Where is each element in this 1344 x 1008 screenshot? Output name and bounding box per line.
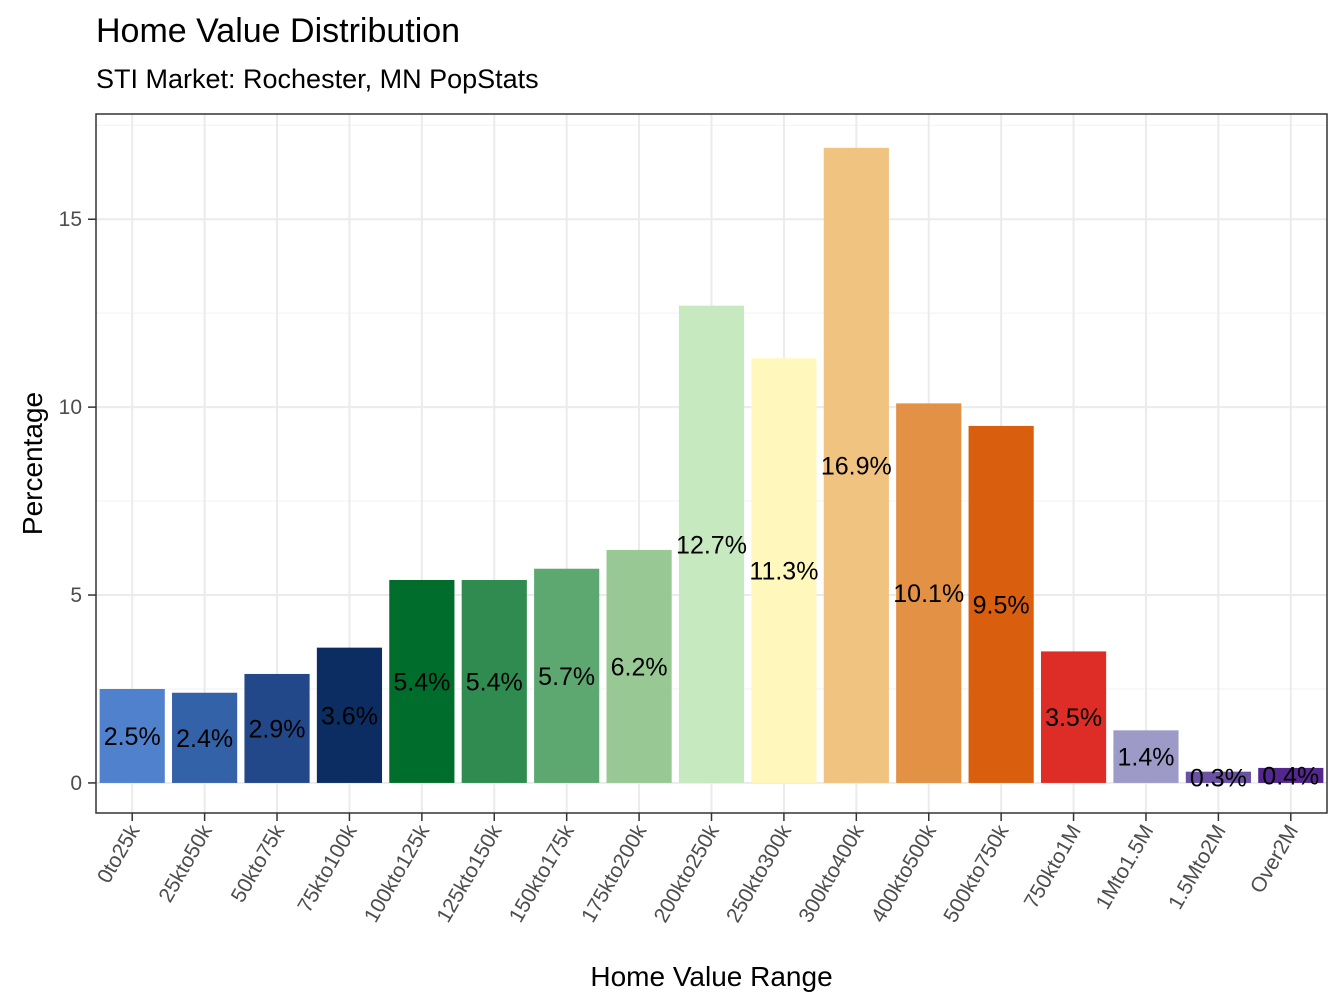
- bar-75kto100k: [316, 647, 383, 783]
- x-tick-label-50kto75k: 50kto75k: [227, 821, 290, 907]
- bar-label-Over2M: 0.4%: [1262, 762, 1319, 790]
- bar-label-400kto500k: 10.1%: [893, 580, 964, 608]
- x-tick-label-1.5Mto2M: 1.5Mto2M: [1164, 821, 1231, 913]
- x-tick-label-300kto400k: 300kto400k: [794, 821, 868, 927]
- bar-25kto50k: [172, 692, 238, 783]
- chart-subtitle: STI Market: Rochester, MN PopStats: [96, 64, 539, 94]
- bar-label-500kto750k: 9.5%: [973, 591, 1030, 619]
- x-tick-label-Over2M: Over2M: [1246, 821, 1303, 897]
- x-tick-label-150kto175k: 150kto175k: [505, 821, 579, 927]
- y-tick-label: 10: [59, 396, 82, 419]
- y-tick-label: 15: [59, 208, 82, 231]
- chart-title: Home Value Distribution: [96, 12, 461, 50]
- bar-150kto175k: [534, 568, 600, 783]
- bar-label-175kto200k: 6.2%: [611, 653, 668, 681]
- x-tick-label-750kto1M: 750kto1M: [1020, 821, 1086, 912]
- y-tick-label: 0: [70, 772, 82, 795]
- x-tick-label-100kto125k: 100kto125k: [360, 821, 434, 927]
- bar-250kto300k: [751, 358, 817, 783]
- bar-0to25k: [99, 688, 165, 783]
- bar-label-0to25k: 2.5%: [104, 723, 161, 751]
- bar-label-125kto150k: 5.4%: [466, 668, 523, 696]
- bar-500kto750k: [968, 425, 1034, 783]
- bar-200kto250k: [678, 305, 745, 783]
- x-tick-label-250kto300k: 250kto300k: [722, 821, 796, 927]
- x-tick-label-0to25k: 0to25k: [93, 821, 145, 888]
- x-tick-label-75kto100k: 75kto100k: [293, 821, 362, 917]
- bar-label-250kto300k: 11.3%: [749, 558, 818, 586]
- bar-label-1Mto1.5M: 1.4%: [1117, 744, 1174, 772]
- y-tick-label: 5: [70, 584, 82, 607]
- bar-750kto1M: [1040, 651, 1107, 783]
- bar-Over2M: [1258, 767, 1324, 783]
- bar-label-100kto125k: 5.4%: [393, 668, 450, 696]
- bar-300kto400k: [823, 147, 889, 783]
- bar-label-200kto250k: 12.7%: [676, 531, 747, 559]
- x-tick-label-25kto50k: 25kto50k: [154, 821, 217, 907]
- bar-label-50kto75k: 2.9%: [249, 715, 306, 743]
- data-labels: 2.5% 2.4% 2.9% 3.6% 5.4% 5.4% 5.7% 6.2% 12.7%11.…: [104, 452, 1320, 792]
- bars: [99, 147, 1324, 783]
- x-tick-label-200kto250k: 200kto250k: [650, 821, 724, 927]
- bar-label-150kto175k: 5.7%: [538, 663, 595, 691]
- bar-400kto500k: [896, 403, 962, 783]
- bar-label-1.5Mto2M: 0.3%: [1190, 764, 1247, 792]
- x-tick-label-1Mto1.5M: 1Mto1.5M: [1092, 821, 1159, 913]
- x-axis-title: Home Value Range: [590, 961, 832, 992]
- bar-125kto150k: [461, 580, 527, 783]
- x-tick-label-400kto500k: 400kto500k: [867, 821, 941, 927]
- bar-1.5Mto2M: [1185, 771, 1251, 783]
- bar-175kto200k: [606, 549, 672, 783]
- x-tick-label-175kto200k: 175kto200k: [577, 821, 651, 927]
- bar-label-25kto50k: 2.4%: [176, 725, 233, 753]
- x-tick-label-500kto750k: 500kto750k: [939, 821, 1013, 927]
- y-axis-title: Percentage: [17, 392, 48, 535]
- bar-50kto75k: [244, 673, 310, 783]
- bar-label-750kto1M: 3.5%: [1045, 704, 1102, 732]
- bar-label-300kto400k: 16.9%: [821, 452, 892, 480]
- bar-1Mto1.5M: [1113, 730, 1179, 783]
- x-tick-label-125kto150k: 125kto150k: [432, 821, 506, 927]
- bar-100kto125k: [389, 580, 455, 783]
- bar-label-75kto100k: 3.6%: [321, 702, 378, 730]
